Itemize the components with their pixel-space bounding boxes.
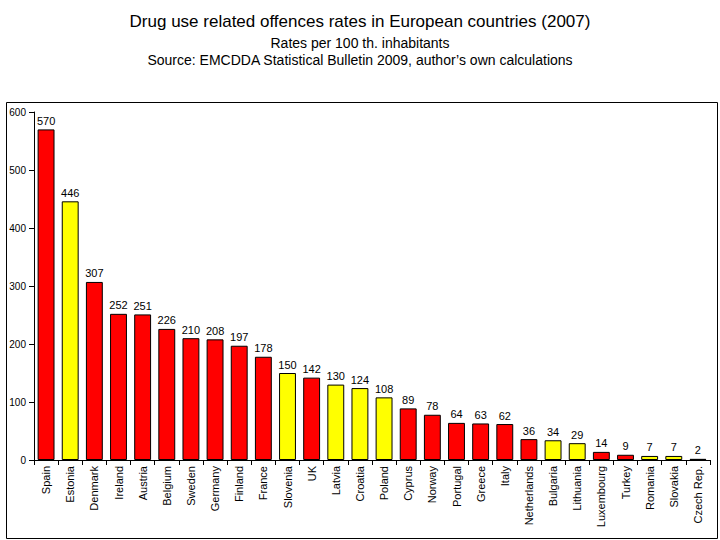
svg-text:150: 150 — [278, 359, 296, 371]
svg-text:Finland: Finland — [233, 466, 245, 502]
svg-text:Portugal: Portugal — [451, 466, 463, 507]
svg-text:Rates per 100 th. inhabitants: Rates per 100 th. inhabitants — [270, 35, 449, 51]
svg-text:307: 307 — [85, 267, 103, 279]
svg-text:34: 34 — [547, 426, 559, 438]
svg-text:7: 7 — [671, 441, 677, 453]
svg-text:Netherlands: Netherlands — [523, 466, 535, 526]
svg-text:Ireland: Ireland — [113, 466, 125, 500]
svg-text:108: 108 — [375, 383, 393, 395]
svg-text:Spain: Spain — [40, 466, 52, 494]
svg-text:208: 208 — [206, 325, 224, 337]
svg-text:Austria: Austria — [137, 465, 149, 500]
svg-text:446: 446 — [61, 187, 79, 199]
svg-text:7: 7 — [647, 441, 653, 453]
svg-text:Bulgaria: Bulgaria — [547, 465, 559, 506]
svg-text:Source: EMCDDA Statistical Bul: Source: EMCDDA Statistical Bulletin 2009… — [147, 52, 572, 68]
svg-text:Poland: Poland — [378, 466, 390, 500]
svg-text:226: 226 — [158, 314, 176, 326]
svg-text:600: 600 — [9, 107, 26, 118]
svg-text:Germany: Germany — [209, 466, 221, 512]
svg-text:Drug use related offences rate: Drug use related offences rates in Europ… — [130, 12, 591, 31]
svg-text:Greece: Greece — [475, 466, 487, 502]
svg-text:63: 63 — [475, 409, 487, 421]
svg-text:Latvia: Latvia — [330, 465, 342, 495]
svg-text:124: 124 — [351, 374, 369, 386]
svg-text:14: 14 — [595, 437, 607, 449]
svg-text:Romania: Romania — [644, 465, 656, 510]
svg-text:78: 78 — [426, 400, 438, 412]
svg-text:9: 9 — [622, 440, 628, 452]
svg-text:64: 64 — [450, 408, 462, 420]
svg-text:Sweden: Sweden — [185, 466, 197, 506]
svg-text:2: 2 — [695, 444, 701, 456]
svg-text:Luxembourg: Luxembourg — [595, 466, 607, 527]
svg-text:Czech Rep.: Czech Rep. — [692, 466, 704, 523]
svg-text:89: 89 — [402, 394, 414, 406]
svg-text:100: 100 — [9, 397, 26, 408]
svg-text:UK: UK — [306, 465, 318, 481]
svg-text:29: 29 — [571, 429, 583, 441]
svg-text:500: 500 — [9, 165, 26, 176]
svg-text:36: 36 — [523, 425, 535, 437]
svg-text:178: 178 — [254, 342, 272, 354]
svg-text:Croatia: Croatia — [354, 465, 366, 501]
svg-text:Italy: Italy — [499, 466, 511, 487]
svg-text:400: 400 — [9, 223, 26, 234]
svg-text:Slovakia: Slovakia — [668, 465, 680, 507]
svg-text:Cyprus: Cyprus — [402, 466, 414, 501]
svg-text:Norway: Norway — [426, 466, 438, 504]
svg-text:300: 300 — [9, 281, 26, 292]
svg-text:130: 130 — [327, 370, 345, 382]
svg-text:252: 252 — [109, 299, 127, 311]
svg-text:Denmark: Denmark — [88, 466, 100, 511]
svg-text:Estonia: Estonia — [64, 465, 76, 503]
svg-text:142: 142 — [302, 363, 320, 375]
svg-text:570: 570 — [37, 115, 55, 127]
svg-text:Slovenia: Slovenia — [282, 465, 294, 508]
svg-text:210: 210 — [182, 324, 200, 336]
svg-text:62: 62 — [499, 410, 511, 422]
svg-text:Belgium: Belgium — [161, 466, 173, 506]
svg-text:Lithuania: Lithuania — [571, 465, 583, 511]
svg-text:Turkey: Turkey — [620, 466, 632, 500]
svg-text:200: 200 — [9, 339, 26, 350]
svg-text:197: 197 — [230, 331, 248, 343]
svg-text:France: France — [257, 466, 269, 500]
svg-text:0: 0 — [20, 455, 26, 466]
svg-text:251: 251 — [133, 300, 151, 312]
